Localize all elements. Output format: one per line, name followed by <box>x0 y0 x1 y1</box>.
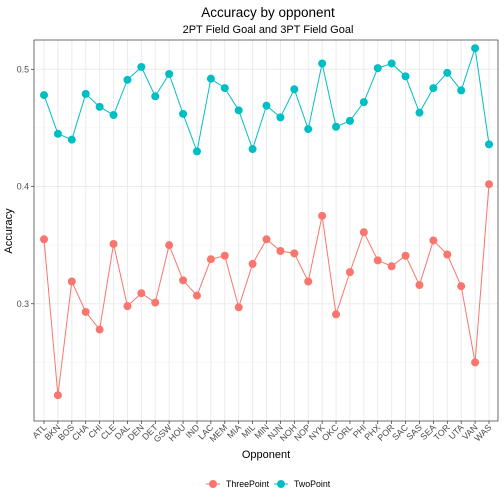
data-point <box>53 129 62 138</box>
legend-label: TwoPoint <box>294 479 331 489</box>
data-point <box>359 228 368 237</box>
data-point <box>123 302 132 311</box>
data-point <box>137 289 146 298</box>
data-point <box>40 235 48 244</box>
data-point <box>53 391 62 400</box>
data-point <box>81 89 90 98</box>
data-point <box>415 108 424 117</box>
data-point <box>206 74 215 83</box>
data-point <box>345 268 354 277</box>
data-point <box>123 75 132 84</box>
data-point <box>192 291 201 300</box>
data-point <box>137 62 146 71</box>
data-point <box>220 251 229 260</box>
y-axis: 0.3 0.4 0.5 <box>17 64 34 309</box>
data-point <box>109 239 118 248</box>
y-tick-label: 0.5 <box>17 64 29 74</box>
data-point <box>109 111 118 120</box>
data-point <box>485 180 493 189</box>
data-point <box>345 116 354 125</box>
data-point <box>234 106 243 115</box>
data-point <box>332 310 341 319</box>
data-point <box>67 277 76 286</box>
data-point <box>457 86 466 95</box>
data-point <box>192 147 201 156</box>
y-axis-title: Accuracy <box>3 208 15 254</box>
data-point <box>332 122 341 131</box>
data-point <box>234 303 243 312</box>
data-point <box>387 59 396 68</box>
legend-item-twopoint: TwoPoint <box>274 479 331 489</box>
data-point <box>165 241 174 250</box>
series-threepoint <box>40 180 493 400</box>
data-point <box>318 211 327 220</box>
data-point <box>179 109 188 118</box>
data-point <box>359 98 368 107</box>
data-point <box>304 277 313 286</box>
data-point <box>81 307 90 316</box>
data-point <box>220 84 229 93</box>
plot-border <box>33 39 499 422</box>
data-point <box>373 256 382 265</box>
data-point <box>95 102 104 111</box>
data-point <box>165 69 174 78</box>
data-point <box>276 113 285 122</box>
data-point <box>457 282 466 291</box>
data-point <box>262 101 271 110</box>
data-point <box>248 259 257 268</box>
data-point <box>151 298 160 307</box>
grid-lines <box>34 40 498 421</box>
series-layer <box>40 44 493 400</box>
x-tick-label: WAS <box>472 422 493 443</box>
data-point <box>471 44 480 53</box>
y-tick-label: 0.3 <box>17 299 29 309</box>
series-twopoint <box>40 44 493 156</box>
y-tick-label: 0.4 <box>17 182 29 192</box>
data-point <box>290 85 299 94</box>
legend-label: ThreePoint <box>226 479 270 489</box>
data-point <box>40 91 48 100</box>
data-point <box>206 255 215 264</box>
data-point <box>67 135 76 144</box>
data-point <box>290 249 299 258</box>
data-point <box>373 64 382 73</box>
data-point <box>401 72 410 81</box>
data-point <box>179 276 188 285</box>
data-point <box>318 59 327 68</box>
data-point <box>248 145 257 154</box>
chart-title: Accuracy by opponent <box>201 5 335 20</box>
data-point <box>415 281 424 290</box>
data-point <box>429 84 438 93</box>
data-point <box>471 358 480 367</box>
data-point <box>304 125 313 134</box>
data-point <box>262 235 271 244</box>
x-axis: ATLBKNBOSCHACHICLEDALDENDETGSWHOUINDLACM… <box>30 421 494 444</box>
legend-item-threepoint: ThreePoint <box>206 479 270 489</box>
x-axis-title: Opponent <box>242 449 290 461</box>
legend-key-point <box>277 480 285 488</box>
data-point <box>429 236 438 245</box>
data-point <box>485 140 493 149</box>
data-point <box>387 262 396 271</box>
data-point <box>443 68 452 77</box>
data-point <box>443 250 452 259</box>
data-point <box>95 325 104 334</box>
legend-key-point <box>209 480 217 488</box>
data-point <box>276 247 285 256</box>
data-point <box>151 92 160 101</box>
chart-subtitle: 2PT Field Goal and 3PT Field Goal <box>183 24 354 36</box>
legend: ThreePoint TwoPoint <box>206 479 331 489</box>
data-point <box>401 251 410 260</box>
